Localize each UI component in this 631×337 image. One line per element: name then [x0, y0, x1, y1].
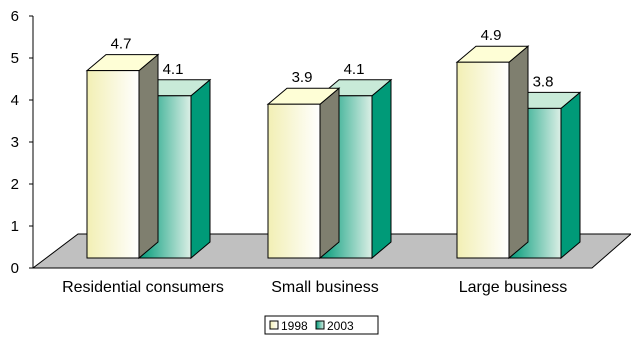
- x-category-label: Small business: [271, 279, 379, 296]
- legend-label-2003: 2003: [327, 319, 354, 333]
- bar-side: [319, 87, 340, 260]
- bar-group: 3.8 4.9: [455, 27, 582, 260]
- x-category-label: Large business: [459, 279, 568, 296]
- legend-swatch-1998: [269, 320, 279, 330]
- y-tick-label: 5: [11, 50, 19, 67]
- x-category-label: Residential consumers: [62, 279, 224, 296]
- bar-side: [190, 78, 211, 260]
- y-axis-ticks: 0 1 2 3 4 5 6: [11, 8, 33, 277]
- bar-front: [267, 103, 321, 259]
- bar: 3.9: [266, 69, 341, 260]
- bar-value-label: 4.9: [481, 27, 502, 44]
- y-tick-label: 6: [11, 8, 19, 25]
- bar: 4.7: [85, 36, 160, 260]
- category-labels: Residential consumers Small business Large…: [62, 279, 567, 296]
- bar-front: [456, 61, 510, 259]
- bar-side: [371, 78, 392, 260]
- bar-value-label: 4.1: [344, 61, 365, 78]
- bar-side: [560, 91, 581, 260]
- y-tick-label: 1: [11, 218, 19, 235]
- y-tick-label: 0: [11, 260, 19, 277]
- legend-label-1998: 1998: [281, 319, 308, 333]
- bar-value-label: 3.9: [292, 69, 313, 86]
- bar-group: 4.1 4.7: [85, 36, 212, 260]
- y-tick-label: 2: [11, 176, 19, 193]
- bar: 4.9: [455, 27, 530, 260]
- legend-swatch-2003: [315, 320, 325, 330]
- bar-series: 4.1 4.7 4.1 3.9 3.8 4.9: [85, 27, 582, 260]
- bar-value-label: 3.8: [533, 73, 554, 90]
- legend: 1998 2003: [264, 315, 379, 335]
- bar-group: 4.1 3.9: [266, 61, 393, 260]
- bar-value-label: 4.1: [163, 61, 184, 78]
- y-tick-label: 3: [11, 134, 19, 151]
- bar-side: [138, 53, 159, 260]
- bar-side: [508, 45, 529, 260]
- y-tick-label: 4: [11, 92, 19, 109]
- bar-front: [86, 70, 140, 259]
- bar-value-label: 4.7: [111, 36, 132, 53]
